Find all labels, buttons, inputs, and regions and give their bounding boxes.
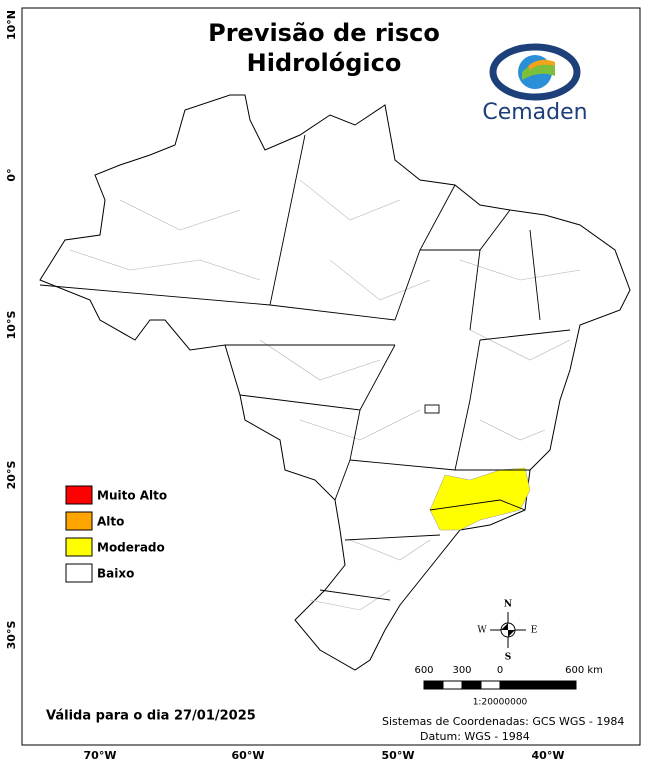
- moderate-risk-area: [429, 467, 531, 531]
- state-boundaries: [39, 134, 571, 601]
- compass-w: W: [477, 626, 487, 636]
- compass-e: E: [531, 626, 538, 636]
- longitude-label: 50°W: [382, 749, 415, 762]
- scale-label: 600: [414, 665, 433, 676]
- graticule-labels: 10°N 0° 10°S 20°S 30°S 70°W 60°W 50°W 40°W: [5, 10, 564, 762]
- legend-swatch: [65, 485, 93, 505]
- latitude-label: 0°: [5, 168, 18, 181]
- compass-n: N: [504, 600, 512, 610]
- legend-label: Alto: [97, 515, 124, 529]
- compass-s: S: [505, 653, 512, 663]
- scale-label: 300: [452, 665, 471, 676]
- legend: Muito Alto Alto Moderado Baixo: [65, 485, 167, 583]
- latitude-label: 10°N: [5, 10, 18, 40]
- crs-text: Sistemas de Coordenadas: GCS WGS - 1984: [382, 715, 624, 728]
- country-outline: [39, 94, 631, 671]
- latitude-label: 20°S: [5, 461, 18, 490]
- scale-label: 0: [497, 665, 503, 676]
- latitude-label: 10°S: [5, 311, 18, 340]
- legend-swatch: [65, 511, 93, 531]
- crs-text: Datum: WGS - 1984: [420, 730, 530, 743]
- logo-mark: [489, 43, 581, 101]
- scale-label: 600 km: [565, 665, 603, 676]
- longitude-label: 70°W: [84, 749, 117, 762]
- scale-ratio: 1:20000000: [473, 698, 528, 708]
- compass: [490, 612, 526, 648]
- map-title: Previsão de risco: [208, 19, 440, 47]
- longitude-label: 60°W: [232, 749, 265, 762]
- municipal-boundaries: [69, 179, 581, 611]
- legend-label: Baixo: [97, 567, 134, 581]
- legend-swatch: [65, 563, 93, 583]
- validity-date: Válida para o dia 27/01/2025: [46, 709, 256, 724]
- legend-label: Moderado: [97, 541, 165, 555]
- longitude-label: 40°W: [532, 749, 565, 762]
- map-title: Hidrológico: [247, 49, 402, 77]
- logo-text: Cemaden: [482, 100, 587, 125]
- legend-swatch: [65, 537, 93, 557]
- latitude-label: 30°S: [5, 621, 18, 650]
- scale-bar: [423, 680, 577, 690]
- legend-label: Muito Alto: [97, 489, 167, 503]
